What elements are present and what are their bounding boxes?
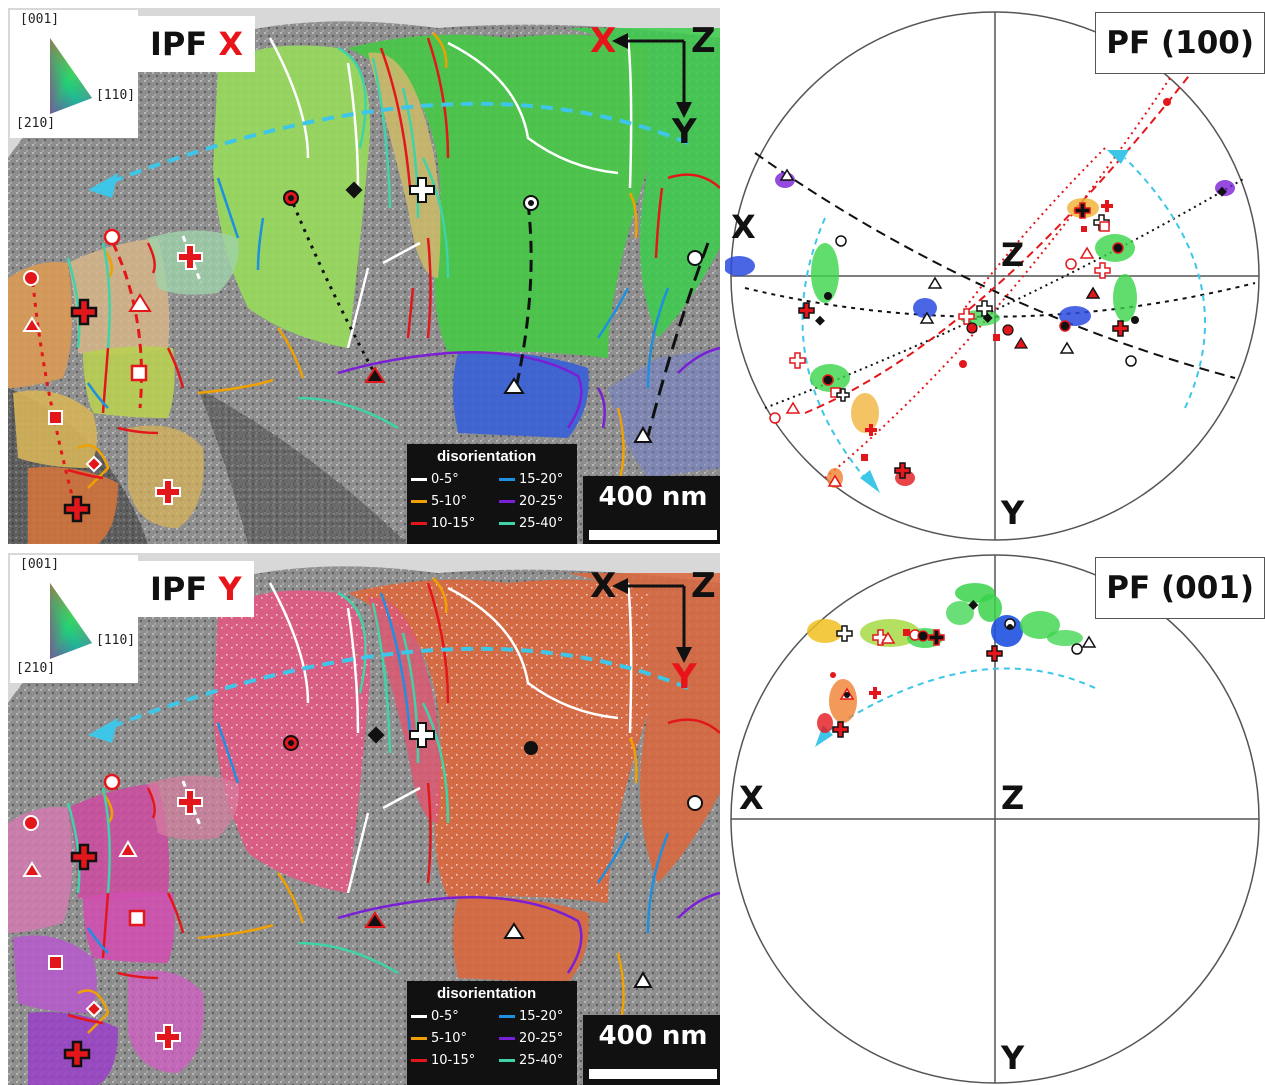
legend-item-25-40: 25-40° (499, 516, 563, 531)
pf-100-arc-arrowhead-left (860, 470, 880, 493)
ipf-x-trajectories (31, 195, 710, 519)
pf-001-rotation-arc (824, 667, 1096, 734)
ipf-x-axis-z-label: Z (691, 21, 716, 61)
ipf-color-key-y: [001] [110] [210] (10, 555, 138, 683)
ipf-y-grain-markers (22, 722, 703, 1068)
legend-item-0-5: 0-5° (411, 1009, 459, 1024)
ipf-y-grain-boundaries (66, 577, 720, 1034)
ipf-x-axis-y-label: Y (672, 112, 697, 152)
ipf-y-title: IPF Y (138, 561, 254, 617)
legend-item-25-40: 25-40° (499, 1053, 563, 1068)
legend-item-15-20: 15-20° (499, 1009, 563, 1024)
pf-100-pole-clusters (725, 172, 1235, 488)
ipf-y-axis-z-label: Z (691, 566, 716, 606)
legend-item-5-10: 5-10° (411, 494, 467, 509)
ipf-x-grain-boundaries (66, 32, 720, 489)
legend-item-20-25: 20-25° (499, 1031, 563, 1046)
legend-item-15-20: 15-20° (499, 472, 563, 487)
ipf-triangle-icon (50, 583, 92, 659)
pf-100-markers (769, 98, 1227, 487)
pf-100-plot (725, 11, 1260, 541)
pf-001-x-label: X (739, 779, 764, 817)
ipf-y-axis-x-label: X (590, 566, 617, 606)
legend-title: disorientation (437, 448, 537, 465)
ipf-x-orientation-map (8, 8, 720, 544)
legend-item-5-10: 5-10° (411, 1031, 467, 1046)
legend-title: disorientation (437, 985, 537, 1002)
ipf-x-arc-arrowhead (88, 173, 118, 198)
ipf-y-rotation-arc (107, 646, 689, 730)
pf-100-x-label: X (731, 208, 756, 246)
ipf-x-scale-bar: 400 nm (583, 476, 720, 544)
pf-100-arc-arrowhead-right (1107, 150, 1129, 164)
ipf-y-arc-arrowhead (88, 718, 118, 743)
legend-item-10-15: 10-15° (411, 1053, 475, 1068)
pf-100-rotation-arc-left (801, 217, 866, 479)
legend-item-10-15: 10-15° (411, 516, 475, 531)
pole-figure-100: PF (100) X Z Y (725, 8, 1265, 544)
pf-001-title: PF (001) (1095, 557, 1265, 619)
ipf-key-110: [110] (96, 88, 136, 103)
pf-100-y-label: Y (1001, 494, 1025, 532)
ipf-y-map: [001] [110] [210] IPF Y X Z Y disorienta… (8, 553, 720, 1085)
ipf-x-axis-x-label: X (590, 21, 617, 61)
pf-100-z-label: Z (1001, 236, 1025, 274)
ipf-key-001: [001] (20, 557, 60, 572)
ipf-y-scale-bar: 400 nm (583, 1015, 720, 1085)
ipf-x-title: IPF X (138, 16, 256, 72)
ipf-x-map: [001] [110] [210] IPF X X Z Y disorienta… (8, 8, 720, 544)
ipf-x-grain-markers (22, 177, 703, 523)
pf-001-y-label: Y (1001, 1039, 1025, 1077)
ipf-x-rotation-arc (107, 101, 689, 185)
ipf-key-210: [210] (16, 661, 56, 676)
pf-100-rotation-arc-right (1124, 157, 1206, 409)
pf-001-markers (830, 600, 1097, 738)
legend-item-20-25: 20-25° (499, 494, 563, 509)
pole-figure-001: PF (001) X Z Y (725, 553, 1265, 1085)
ipf-x-disorientation-legend: disorientation 0-5° 5-10° 10-15° 15-20° … (407, 444, 577, 544)
ipf-key-001: [001] (20, 12, 60, 27)
ipf-y-disorientation-legend: disorientation 0-5° 5-10° 10-15° 15-20° … (407, 981, 577, 1085)
ipf-triangle-icon (50, 38, 92, 114)
pf-001-z-label: Z (1001, 779, 1025, 817)
pf-100-title: PF (100) (1095, 12, 1265, 74)
ipf-key-110: [110] (96, 633, 136, 648)
ipf-y-axis-y-label: Y (672, 657, 697, 697)
pf-001-plot (730, 554, 1260, 1084)
ipf-key-210: [210] (16, 116, 56, 131)
legend-item-0-5: 0-5° (411, 472, 459, 487)
ipf-color-key: [001] [110] [210] (10, 10, 138, 138)
